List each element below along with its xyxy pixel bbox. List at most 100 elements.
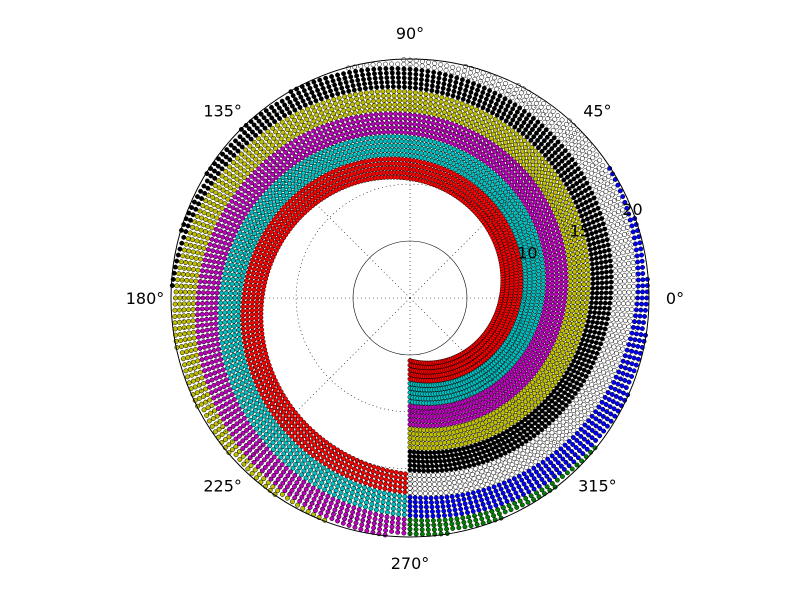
data-point bbox=[567, 274, 573, 280]
data-point bbox=[200, 290, 206, 296]
data-point bbox=[594, 320, 600, 326]
data-point bbox=[297, 498, 303, 504]
data-point bbox=[377, 102, 382, 108]
data-point bbox=[211, 259, 217, 265]
data-point bbox=[249, 392, 255, 398]
data-point bbox=[396, 93, 402, 99]
data-point bbox=[195, 295, 201, 301]
data-point bbox=[249, 274, 255, 280]
data-point bbox=[188, 348, 194, 353]
data-point bbox=[209, 332, 215, 338]
data-point bbox=[212, 208, 218, 214]
data-point bbox=[575, 215, 580, 221]
data-point bbox=[310, 429, 316, 434]
data-point bbox=[399, 134, 404, 140]
data-point bbox=[211, 395, 217, 401]
data-point bbox=[569, 395, 575, 400]
data-point bbox=[213, 226, 219, 232]
data-point bbox=[190, 378, 196, 384]
data-point bbox=[585, 267, 591, 273]
data-point bbox=[580, 337, 586, 342]
data-point bbox=[456, 129, 462, 135]
data-point bbox=[407, 107, 413, 113]
data-point bbox=[248, 261, 254, 267]
data-point bbox=[289, 420, 295, 426]
data-point bbox=[392, 483, 398, 489]
data-point bbox=[594, 260, 600, 266]
data-point bbox=[319, 448, 325, 453]
data-point bbox=[228, 226, 234, 232]
data-point bbox=[231, 352, 236, 358]
data-point bbox=[604, 269, 609, 275]
data-point bbox=[381, 129, 387, 135]
data-point bbox=[566, 257, 572, 263]
data-point bbox=[213, 400, 219, 406]
data-point bbox=[599, 280, 605, 286]
data-point bbox=[459, 120, 465, 126]
data-point bbox=[345, 144, 351, 150]
data-point bbox=[498, 137, 504, 143]
data-point bbox=[366, 126, 372, 132]
data-point bbox=[430, 468, 436, 474]
data-point bbox=[190, 318, 196, 324]
data-point bbox=[241, 241, 247, 247]
data-point bbox=[572, 390, 578, 396]
data-point bbox=[411, 135, 417, 141]
data-point bbox=[246, 357, 252, 363]
data-point bbox=[383, 527, 389, 533]
data-point bbox=[570, 378, 576, 384]
data-point bbox=[241, 330, 247, 336]
data-point bbox=[447, 130, 453, 136]
data-point bbox=[353, 128, 359, 134]
data-point bbox=[373, 507, 379, 513]
data-point bbox=[250, 257, 255, 263]
band-0 bbox=[240, 156, 524, 496]
data-point bbox=[442, 105, 448, 111]
data-point bbox=[579, 361, 585, 367]
data-point bbox=[267, 386, 272, 392]
data-point bbox=[302, 457, 308, 463]
data-point bbox=[570, 339, 575, 345]
data-point bbox=[280, 392, 286, 398]
data-point bbox=[327, 489, 332, 495]
data-point bbox=[227, 185, 233, 191]
data-point bbox=[320, 100, 326, 106]
data-point bbox=[219, 265, 225, 271]
data-point bbox=[385, 129, 391, 135]
data-point bbox=[377, 134, 383, 140]
data-point bbox=[585, 286, 591, 292]
data-point bbox=[220, 223, 226, 229]
data-point bbox=[233, 390, 239, 395]
data-point bbox=[253, 211, 259, 217]
data-point bbox=[192, 284, 198, 290]
data-point bbox=[216, 244, 222, 250]
data-point bbox=[198, 256, 204, 262]
data-point bbox=[216, 346, 221, 352]
data-point bbox=[432, 454, 438, 460]
data-point bbox=[368, 506, 374, 511]
data-point bbox=[245, 299, 251, 305]
data-point bbox=[558, 387, 564, 393]
data-point bbox=[289, 499, 295, 505]
data-point bbox=[362, 127, 368, 133]
data-point bbox=[468, 109, 473, 115]
data-point bbox=[251, 253, 257, 259]
data-point bbox=[308, 478, 314, 484]
data-point bbox=[442, 109, 447, 115]
data-point bbox=[226, 309, 232, 315]
data-point bbox=[575, 386, 581, 392]
data-point bbox=[190, 324, 196, 329]
data-point bbox=[370, 121, 376, 127]
data-point bbox=[422, 100, 428, 106]
data-point bbox=[598, 300, 604, 306]
data-point bbox=[354, 457, 360, 463]
data-point bbox=[565, 215, 571, 221]
data-point bbox=[436, 112, 442, 118]
data-point bbox=[504, 444, 510, 450]
data-point bbox=[448, 448, 454, 454]
data-point bbox=[558, 237, 564, 243]
data-point bbox=[365, 471, 371, 477]
data-point bbox=[328, 140, 334, 146]
data-point bbox=[269, 390, 274, 396]
data-point bbox=[331, 455, 337, 461]
